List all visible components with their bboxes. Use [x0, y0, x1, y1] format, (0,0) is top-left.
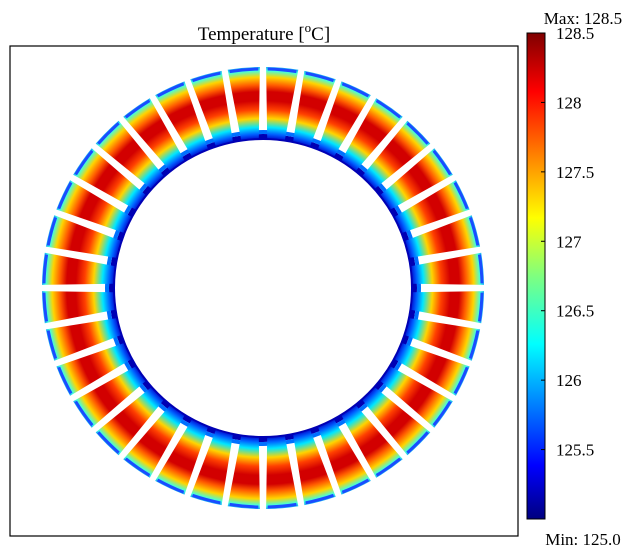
- slot-outer-cap: [453, 366, 469, 395]
- stator-slot: [380, 366, 453, 428]
- colorbar-tick-label: 127: [556, 232, 582, 251]
- colorbar-min-label: Min: 125.0: [545, 530, 621, 549]
- colorbar: [526, 32, 546, 520]
- stator-slot: [73, 366, 146, 428]
- stator-slot: [411, 252, 484, 285]
- inner-yoke-ring: [109, 134, 417, 442]
- colorbar-max-label: Max: 128.5: [544, 9, 622, 28]
- slot-outer-cap: [74, 149, 94, 176]
- slot-outer-cap: [46, 330, 58, 359]
- slot-outer-cap: [156, 82, 185, 98]
- stator-slot: [362, 387, 431, 456]
- stator-slot: [56, 343, 132, 396]
- slot-outer-cap: [267, 67, 297, 74]
- stator-slot: [411, 291, 484, 324]
- colorbar-tick-label: 126.5: [556, 302, 594, 321]
- inner-yoke-halo: [105, 130, 421, 446]
- slot-outer-cap: [341, 82, 370, 98]
- stator-slot: [341, 405, 403, 478]
- stator-slot: [362, 120, 431, 189]
- stator-slot: [293, 70, 336, 146]
- stator-slot: [42, 252, 115, 285]
- slot-outer-cap: [156, 478, 185, 494]
- stator-slot: [155, 81, 208, 157]
- slot-outer-cap: [192, 493, 221, 505]
- stator-slot: [341, 98, 403, 171]
- stator-slot: [405, 318, 481, 361]
- slot-outer-cap: [192, 71, 221, 83]
- slot-outer-cap: [97, 122, 120, 145]
- colorbar-tick-label: 128: [556, 93, 582, 112]
- stator-slot: [123, 405, 185, 478]
- stator-ring: [42, 67, 484, 509]
- slot-outer-cap: [97, 431, 120, 454]
- slot-outer-cap: [42, 292, 49, 322]
- stator-slot: [42, 291, 115, 324]
- stator-slot: [56, 180, 132, 233]
- slot-outer-cap: [229, 502, 259, 509]
- slot-outer-cap: [477, 292, 484, 322]
- stator-slot: [190, 430, 233, 506]
- stator-slot: [318, 419, 371, 495]
- stator-slot: [190, 70, 233, 146]
- slot-outer-cap: [477, 254, 484, 284]
- colorbar-tick-label: 128.5: [556, 24, 594, 43]
- stator-slot: [394, 180, 470, 233]
- slot-outer-cap: [74, 400, 94, 427]
- slot-outer-cap: [406, 431, 429, 454]
- colorbar-tick-label: 125.5: [556, 441, 594, 460]
- stator-slot: [123, 98, 185, 171]
- slot-outer-cap: [124, 457, 151, 477]
- slot-outer-cap: [305, 493, 334, 505]
- slot-outer-cap: [432, 149, 452, 176]
- stator-slot: [394, 343, 470, 396]
- slot-outer-cap: [406, 122, 429, 145]
- stator-slot: [45, 215, 121, 258]
- stator-slot: [95, 387, 164, 456]
- slot-outer-cap: [57, 181, 73, 210]
- stator-slot: [155, 419, 208, 495]
- stator-slot: [45, 318, 121, 361]
- stator-slot: [266, 67, 299, 140]
- slot-outer-cap: [432, 400, 452, 427]
- slot-outer-cap: [124, 99, 151, 119]
- plot-frame: [9, 45, 519, 537]
- stator-slot: [227, 67, 260, 140]
- slot-outer-cap: [468, 330, 480, 359]
- slot-outer-cap: [468, 217, 480, 246]
- colorbar-tick-label: 126: [556, 371, 582, 390]
- slot-outer-cap: [341, 478, 370, 494]
- slot-outer-cap: [42, 254, 49, 284]
- slot-outer-cap: [305, 71, 334, 83]
- colorbar-ticks: 128.5 128 127.5 127 126.5 126 125.5: [541, 24, 594, 460]
- slot-outer-cap: [267, 502, 297, 509]
- stator-slot: [266, 436, 299, 509]
- stator-slot: [95, 120, 164, 189]
- slot-outer-cap: [375, 99, 402, 119]
- stator-slot: [380, 148, 453, 210]
- colorbar-tick-label: 127.5: [556, 163, 594, 182]
- stator-slot: [293, 430, 336, 506]
- slot-outer-cap: [229, 67, 259, 74]
- stator-slot: [405, 215, 481, 258]
- slot-group: [42, 67, 484, 509]
- stator-slot: [227, 436, 260, 509]
- stator-slot: [318, 81, 371, 157]
- slot-outer-cap: [46, 217, 58, 246]
- slot-outer-cap: [57, 366, 73, 395]
- slot-outer-cap: [453, 181, 469, 210]
- slot-outer-cap: [375, 457, 402, 477]
- plot-title: Temperature [oC]: [198, 20, 330, 45]
- stator-slot: [73, 148, 146, 210]
